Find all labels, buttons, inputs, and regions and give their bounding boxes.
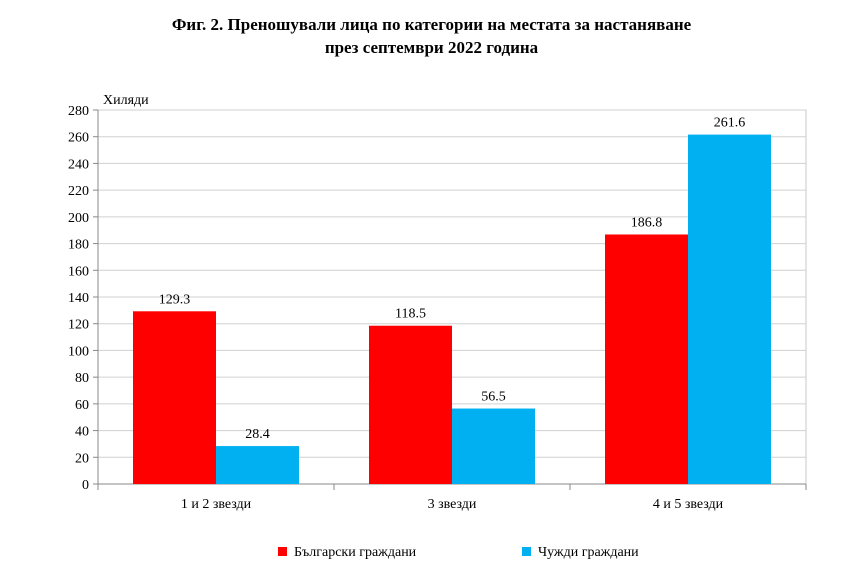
data-label: 28.4	[245, 427, 270, 442]
data-label: 56.5	[481, 390, 506, 405]
y-tick-label: 120	[68, 318, 89, 333]
bar	[133, 311, 216, 484]
bar	[369, 325, 452, 484]
y-tick-label: 180	[68, 238, 89, 253]
y-tick-label: 20	[75, 451, 89, 466]
bar	[688, 134, 771, 484]
y-tick-label: 200	[68, 211, 89, 226]
y-tick-label: 160	[68, 264, 89, 279]
data-label: 261.6	[714, 116, 746, 131]
y-tick-label: 260	[68, 131, 89, 146]
y-tick-label: 240	[68, 157, 89, 172]
legend-swatch	[522, 547, 531, 556]
x-tick-label: 1 и 2 звезди	[181, 497, 252, 512]
y-tick-label: 280	[68, 104, 89, 119]
legend-swatch	[278, 547, 287, 556]
y-tick-label: 100	[68, 344, 89, 359]
data-label: 129.3	[159, 292, 191, 307]
data-label: 118.5	[395, 307, 426, 322]
chart-title-line2: през септември 2022 година	[324, 38, 539, 57]
x-tick-label: 3 звезди	[428, 497, 477, 512]
bar	[216, 446, 299, 484]
chart-title-line1: Фиг. 2. Преношували лица по категории на…	[171, 15, 692, 34]
bar	[452, 408, 535, 484]
y-tick-label: 40	[75, 425, 89, 440]
y-tick-label: 0	[82, 478, 89, 493]
bar	[605, 234, 688, 484]
data-label: 186.8	[631, 215, 663, 230]
x-tick-label: 4 и 5 звезди	[653, 497, 724, 512]
y-tick-label: 140	[68, 291, 89, 306]
y-tick-label: 220	[68, 184, 89, 199]
legend-label: Български граждани	[294, 545, 417, 560]
legend-label: Чужди граждани	[538, 545, 639, 560]
y-axis-label: Хиляди	[103, 93, 149, 108]
y-tick-label: 60	[75, 398, 89, 413]
y-tick-label: 80	[75, 371, 89, 386]
